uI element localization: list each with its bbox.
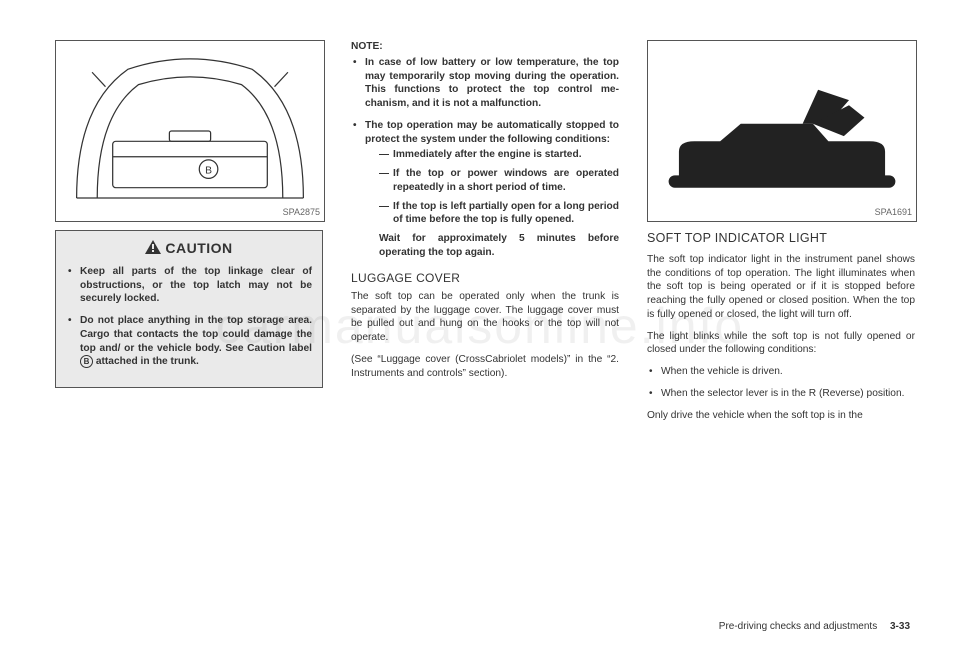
list-item: Do not place anything in the top storage… xyxy=(66,314,312,369)
dash-list: Immediately after the engine is started.… xyxy=(379,148,619,227)
label-b-icon: B xyxy=(80,355,93,368)
page-number: 3-33 xyxy=(890,621,910,632)
body-text: The soft top indicator light in the inst… xyxy=(647,253,915,322)
body-text: (See “Luggage cover (CrossCabriolet mode… xyxy=(351,353,619,381)
body-text: Only drive the vehicle when the soft top… xyxy=(647,409,915,423)
illustration-label: SPA2875 xyxy=(283,206,320,218)
page-footer: Pre-driving checks and adjustments 3-33 xyxy=(719,621,910,632)
column-3: SPA1691 SOFT TOP INDICATOR LIGHT The sof… xyxy=(647,40,915,431)
list-item: If the top or power windows are operated… xyxy=(379,167,619,195)
caution-item-text-end: attached in the trunk. xyxy=(93,357,199,368)
condition-list: When the vehicle is driven. When the sel… xyxy=(647,365,915,401)
soft-top-illustration: SPA1691 xyxy=(647,40,917,222)
column-2: NOTE: In case of low battery or low temp… xyxy=(351,40,619,431)
list-item: If the top is left partially open for a … xyxy=(379,200,619,228)
list-item: When the vehicle is driven. xyxy=(647,365,915,379)
column-1: B SPA2875 CAUTION Keep all parts of the … xyxy=(55,40,323,431)
list-item: Keep all parts of the top linkage clear … xyxy=(66,265,312,306)
caution-header: CAUTION xyxy=(66,239,312,259)
caution-list: Keep all parts of the top linkage clear … xyxy=(66,265,312,370)
list-item: In case of low battery or low tempera­tu… xyxy=(351,56,619,111)
list-item: When the selector lever is in the R (Rev… xyxy=(647,387,915,401)
svg-text:B: B xyxy=(205,165,212,176)
note-heading: NOTE: xyxy=(351,40,619,54)
soft-top-svg xyxy=(648,41,916,221)
body-text: The soft top can be operated only when t… xyxy=(351,290,619,345)
list-item: The top operation may be automati­cally … xyxy=(351,119,619,260)
illustration-label: SPA1691 xyxy=(875,206,912,218)
note-list: In case of low battery or low tempera­tu… xyxy=(351,56,619,260)
soft-top-heading: SOFT TOP INDICATOR LIGHT xyxy=(647,230,915,247)
caution-item-text: Do not place anything in the top storage… xyxy=(80,315,312,354)
caution-title: CAUTION xyxy=(165,240,232,256)
manual-page: B SPA2875 CAUTION Keep all parts of the … xyxy=(0,0,960,461)
note-item-text: The top operation may be automati­cally … xyxy=(365,120,619,145)
wait-text: Wait for approximately 5 minutes be­fore… xyxy=(365,232,619,260)
list-item: Immediately after the engine is started. xyxy=(379,148,619,162)
body-text: The light blinks while the soft top is n… xyxy=(647,330,915,358)
luggage-cover-heading: LUGGAGE COVER xyxy=(351,270,619,286)
caution-box: CAUTION Keep all parts of the top linkag… xyxy=(55,230,323,388)
footer-section: Pre-driving checks and adjustments xyxy=(719,621,877,632)
trunk-illustration: B SPA2875 xyxy=(55,40,325,222)
trunk-svg: B xyxy=(56,41,324,221)
warning-icon xyxy=(145,240,161,259)
